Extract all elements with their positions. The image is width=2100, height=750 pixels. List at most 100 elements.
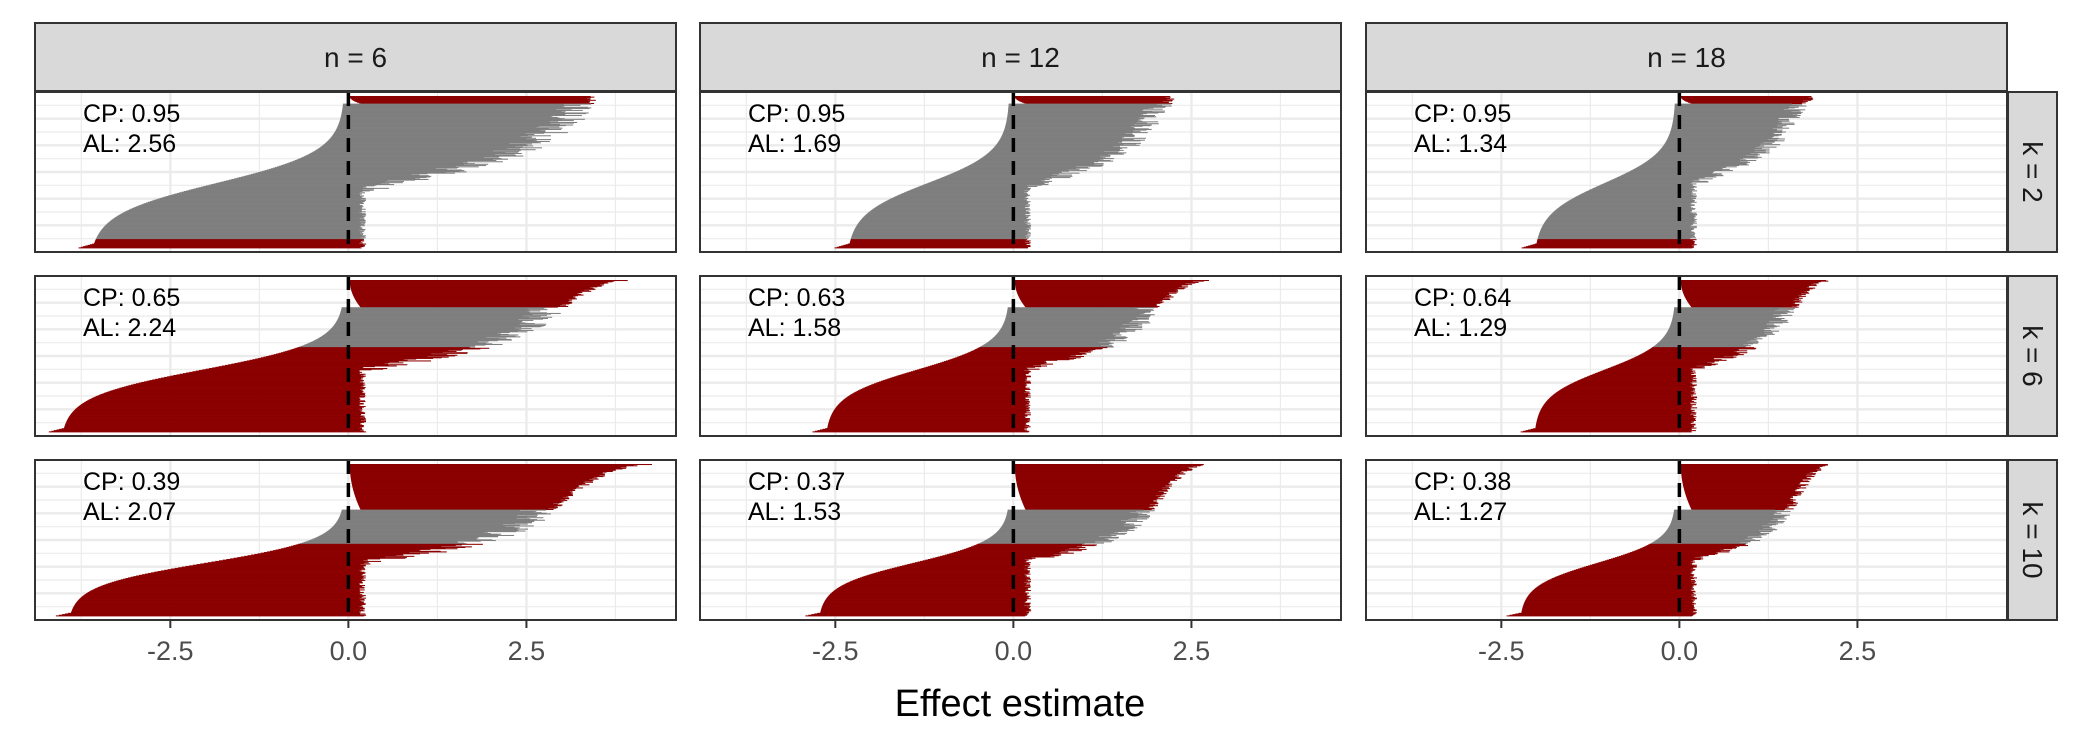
interval-bar xyxy=(821,609,1031,611)
interval-bar xyxy=(1559,574,1694,576)
interval-bar xyxy=(1687,301,1803,303)
interval-bar xyxy=(1622,554,1709,556)
interval-bar xyxy=(100,230,364,232)
interval-bar xyxy=(871,209,1031,211)
interval-bar xyxy=(258,357,434,359)
interval-bar xyxy=(1680,96,1809,98)
interval-bar xyxy=(351,482,584,484)
interval-bar xyxy=(1659,536,1762,538)
interval-bar xyxy=(968,352,1080,354)
interval-bars xyxy=(812,280,1210,433)
interval-bar xyxy=(351,483,586,485)
interval-bar xyxy=(1597,185,1696,187)
interval-bar xyxy=(980,346,1114,348)
interval-bar xyxy=(946,360,1047,362)
interval-bar xyxy=(961,168,1080,170)
interval-bar xyxy=(1509,614,1694,616)
interval-bar xyxy=(1003,323,1143,325)
interval-bar xyxy=(146,380,361,382)
interval-bar xyxy=(954,172,1062,174)
interval-bar xyxy=(335,322,526,324)
interval-bar xyxy=(130,208,366,210)
interval-bar xyxy=(1672,316,1779,318)
interval-bar xyxy=(1547,218,1695,220)
interval-bar xyxy=(77,406,364,408)
interval-bar xyxy=(1547,217,1695,219)
interval-bar xyxy=(1672,124,1778,126)
interval-bar xyxy=(827,425,1030,427)
interval-bar xyxy=(315,537,479,539)
interval-bar xyxy=(1556,576,1691,578)
interval-bar xyxy=(340,118,585,120)
interval-bar xyxy=(1014,465,1201,467)
interval-bar xyxy=(133,207,363,209)
interval-bar xyxy=(336,128,562,130)
interval-bar xyxy=(1521,247,1693,249)
interval-bar xyxy=(1021,500,1154,502)
interval-bar xyxy=(1563,573,1692,575)
interval-bar xyxy=(293,160,468,162)
interval-bar xyxy=(1604,369,1693,371)
interval-bar xyxy=(1566,201,1697,203)
interval-bar xyxy=(988,341,1111,343)
interval-bar xyxy=(75,408,360,410)
interval-bar xyxy=(829,419,1031,421)
interval-bar xyxy=(898,375,1027,377)
interval-bar xyxy=(1004,127,1136,129)
interval-bar xyxy=(1641,353,1740,355)
interval-bar xyxy=(350,472,603,474)
interval-bar xyxy=(76,601,365,603)
interval-bar xyxy=(1545,401,1691,403)
interval-bar xyxy=(1662,146,1777,148)
interval-bar xyxy=(853,230,1030,232)
interval-bar xyxy=(1008,104,1157,106)
interval-bar xyxy=(991,149,1124,151)
interval-bar xyxy=(1006,314,1151,316)
interval-bar xyxy=(836,588,1029,590)
interval-bar xyxy=(262,170,461,172)
interval-bar xyxy=(323,334,519,336)
interval-bar xyxy=(840,402,1028,404)
interval-bar xyxy=(243,361,399,363)
interval-bar xyxy=(1682,290,1808,292)
interval-bar xyxy=(1620,362,1712,364)
interval-bar xyxy=(850,240,1031,242)
interval-bar xyxy=(97,395,366,397)
interval-bar xyxy=(835,407,1029,409)
interval-bar xyxy=(1673,118,1779,120)
interval-bar xyxy=(1642,546,1737,548)
interval-bar xyxy=(319,337,487,339)
interval-bar xyxy=(1533,589,1691,591)
interval-bar xyxy=(843,399,1026,401)
interval-bar xyxy=(341,308,528,310)
interval-bar xyxy=(1685,297,1803,299)
interval-bar xyxy=(1674,510,1784,512)
interval-bar xyxy=(1668,135,1774,137)
interval-bar xyxy=(854,228,1031,230)
interval-bar xyxy=(291,545,442,547)
interval-bar xyxy=(1686,299,1800,301)
interval-bar xyxy=(982,345,1113,347)
interval-bar xyxy=(97,234,363,236)
interval-bar xyxy=(1680,468,1822,470)
interval-bar xyxy=(834,408,1029,410)
interval-bar xyxy=(77,600,360,602)
interval-bar xyxy=(1674,106,1799,108)
interval-bar xyxy=(353,491,573,493)
interval-bar xyxy=(335,129,541,131)
interval-bar xyxy=(1539,584,1693,586)
interval-bar xyxy=(1555,210,1693,212)
interval-bar xyxy=(985,343,1112,345)
interval-bar xyxy=(1668,136,1773,138)
interval-bar xyxy=(833,411,1027,413)
interval-bar xyxy=(841,400,1030,402)
interval-bar xyxy=(93,588,360,590)
interval-bar xyxy=(832,412,1031,414)
interval-bar xyxy=(1005,316,1150,318)
interval-bar xyxy=(1021,300,1163,302)
interval-bar xyxy=(1004,320,1132,322)
interval-bar xyxy=(904,564,1025,566)
interval-bar xyxy=(123,386,364,388)
interval-bar xyxy=(1576,196,1697,198)
interval-bar xyxy=(851,580,1029,582)
